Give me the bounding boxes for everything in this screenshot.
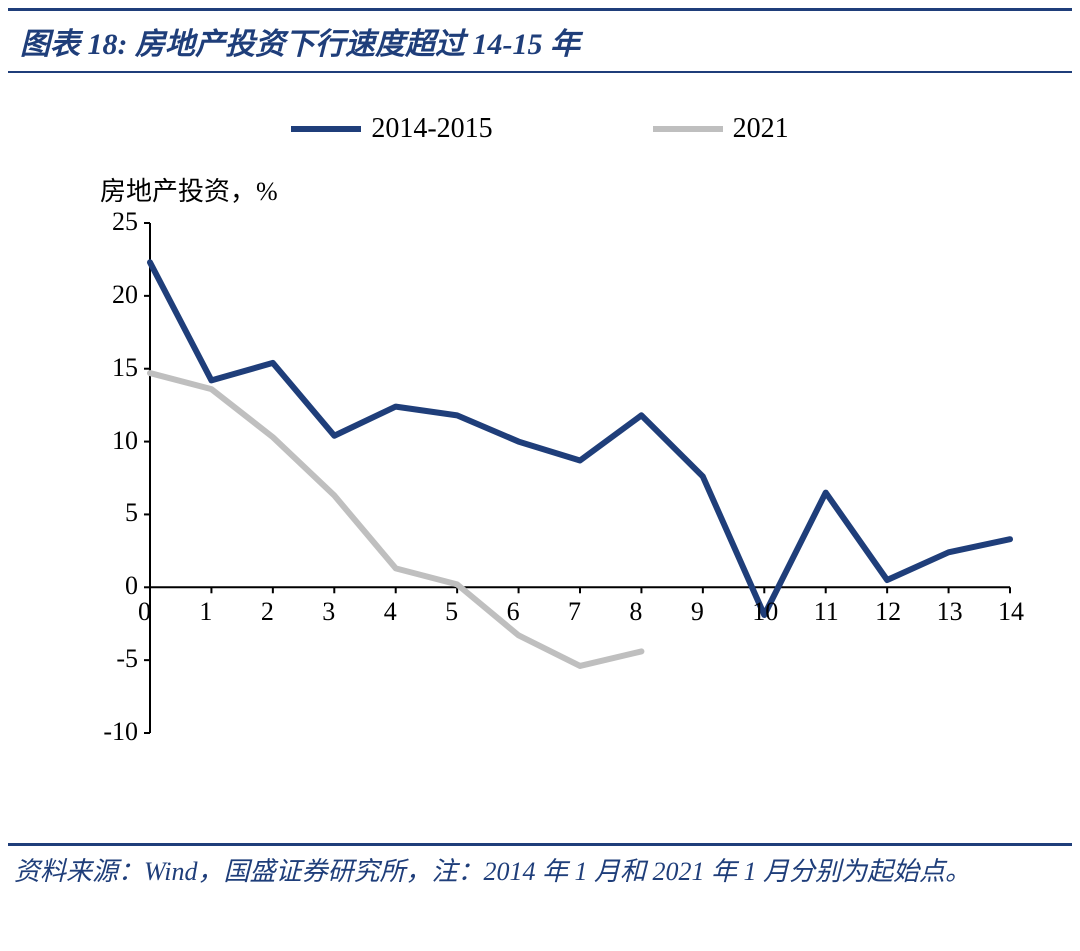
x-tick-label: 5 (445, 597, 458, 627)
legend-swatch-s1 (291, 126, 361, 132)
legend: 2014-2015 2021 (40, 113, 1040, 145)
legend-label-s2: 2021 (733, 113, 789, 145)
y-tick-label: -5 (116, 644, 138, 674)
chart-area: 2014-2015 2021 房地产投资，% -10-5051015202501… (40, 113, 1040, 833)
y-tick-label: 0 (125, 571, 138, 601)
chart-footer-bar: 资料来源：Wind，国盛证券研究所，注：2014 年 1 月和 2021 年 1… (8, 843, 1072, 897)
chart-footer: 资料来源：Wind，国盛证券研究所，注：2014 年 1 月和 2021 年 1… (14, 852, 1066, 891)
x-tick-label: 10 (752, 597, 778, 627)
legend-item-s2: 2021 (653, 113, 789, 145)
legend-swatch-s2 (653, 126, 723, 132)
y-tick-label: 20 (112, 280, 138, 310)
legend-item-s1: 2014-2015 (291, 113, 492, 145)
y-tick-label: 5 (125, 498, 138, 528)
y-tick-label: 25 (112, 207, 138, 237)
x-tick-label: 0 (138, 597, 151, 627)
x-tick-label: 14 (998, 597, 1024, 627)
x-tick-label: 2 (261, 597, 274, 627)
x-tick-label: 12 (875, 597, 901, 627)
x-tick-label: 7 (568, 597, 581, 627)
plot-region: -10-5051015202501234567891011121314 (140, 213, 1020, 773)
x-tick-label: 3 (322, 597, 335, 627)
chart-title-bar: 图表 18: 房地产投资下行速度超过 14-15 年 (8, 8, 1072, 73)
x-tick-label: 9 (691, 597, 704, 627)
chart-svg (140, 213, 1020, 773)
legend-label-s1: 2014-2015 (371, 113, 492, 145)
x-tick-label: 4 (384, 597, 397, 627)
chart-title: 图表 18: 房地产投资下行速度超过 14-15 年 (20, 19, 1060, 63)
y-tick-label: 15 (112, 353, 138, 383)
y-axis-label: 房地产投资，% (100, 171, 278, 208)
x-tick-label: 6 (507, 597, 520, 627)
x-tick-label: 8 (629, 597, 642, 627)
y-tick-label: -10 (103, 717, 138, 747)
x-tick-label: 11 (814, 597, 839, 627)
x-tick-label: 13 (937, 597, 963, 627)
y-tick-label: 10 (112, 426, 138, 456)
x-tick-label: 1 (199, 597, 212, 627)
